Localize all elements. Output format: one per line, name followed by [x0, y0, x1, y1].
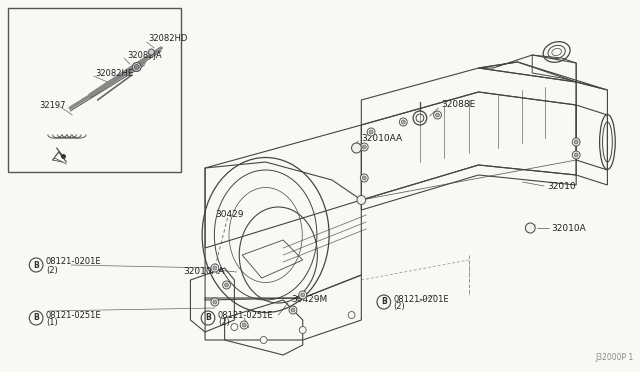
Bar	[8, 8, 180, 172]
Circle shape	[260, 337, 267, 343]
Text: (1): (1)	[46, 318, 58, 327]
Circle shape	[362, 145, 366, 149]
Text: (2): (2)	[394, 302, 405, 311]
Circle shape	[369, 130, 373, 134]
Circle shape	[225, 283, 228, 287]
Text: 08121-0251E: 08121-0251E	[46, 311, 102, 320]
Circle shape	[436, 113, 440, 117]
Circle shape	[289, 306, 297, 314]
Circle shape	[134, 64, 139, 70]
Text: 32082HE: 32082HE	[96, 68, 134, 77]
Circle shape	[291, 308, 295, 312]
Circle shape	[357, 196, 365, 205]
Text: (2): (2)	[218, 318, 230, 327]
Circle shape	[211, 264, 219, 272]
Text: 08121-0201E: 08121-0201E	[394, 295, 449, 304]
Circle shape	[433, 111, 442, 119]
Circle shape	[399, 118, 407, 126]
Circle shape	[132, 62, 141, 71]
Circle shape	[572, 138, 580, 146]
Text: 32082HD: 32082HD	[148, 33, 188, 42]
Text: 32010: 32010	[547, 182, 575, 190]
Circle shape	[572, 151, 580, 159]
Circle shape	[148, 49, 154, 55]
Circle shape	[348, 311, 355, 318]
Circle shape	[213, 266, 217, 270]
Text: 32088E: 32088E	[442, 99, 476, 109]
Circle shape	[574, 153, 578, 157]
Text: 30429M: 30429M	[291, 295, 327, 305]
Circle shape	[242, 323, 246, 327]
Circle shape	[367, 128, 375, 136]
Text: 30429: 30429	[215, 209, 243, 218]
Text: B: B	[381, 298, 387, 307]
Text: 08121-0201E: 08121-0201E	[46, 257, 102, 266]
Circle shape	[223, 281, 230, 289]
Circle shape	[574, 140, 578, 144]
Circle shape	[299, 291, 307, 299]
Circle shape	[351, 143, 362, 153]
Circle shape	[401, 120, 405, 124]
Circle shape	[240, 321, 248, 329]
Text: 08121-0251E: 08121-0251E	[218, 311, 273, 320]
Circle shape	[300, 327, 306, 334]
Circle shape	[211, 298, 219, 306]
Text: 32010AA: 32010AA	[184, 267, 225, 276]
Text: J32000P 1: J32000P 1	[596, 353, 634, 362]
Text: 32082JA: 32082JA	[127, 51, 161, 60]
Circle shape	[360, 174, 368, 182]
Text: B: B	[205, 314, 211, 323]
Text: B: B	[33, 314, 39, 323]
Text: B: B	[33, 260, 39, 269]
Text: 32010A: 32010A	[552, 224, 586, 232]
Text: 32010AA: 32010AA	[362, 134, 403, 142]
Circle shape	[301, 293, 305, 297]
Text: 32197: 32197	[39, 100, 65, 109]
Circle shape	[360, 143, 368, 151]
Circle shape	[213, 300, 217, 304]
Circle shape	[231, 324, 238, 330]
Circle shape	[362, 176, 366, 180]
Circle shape	[525, 223, 535, 233]
Text: (2): (2)	[46, 266, 58, 275]
